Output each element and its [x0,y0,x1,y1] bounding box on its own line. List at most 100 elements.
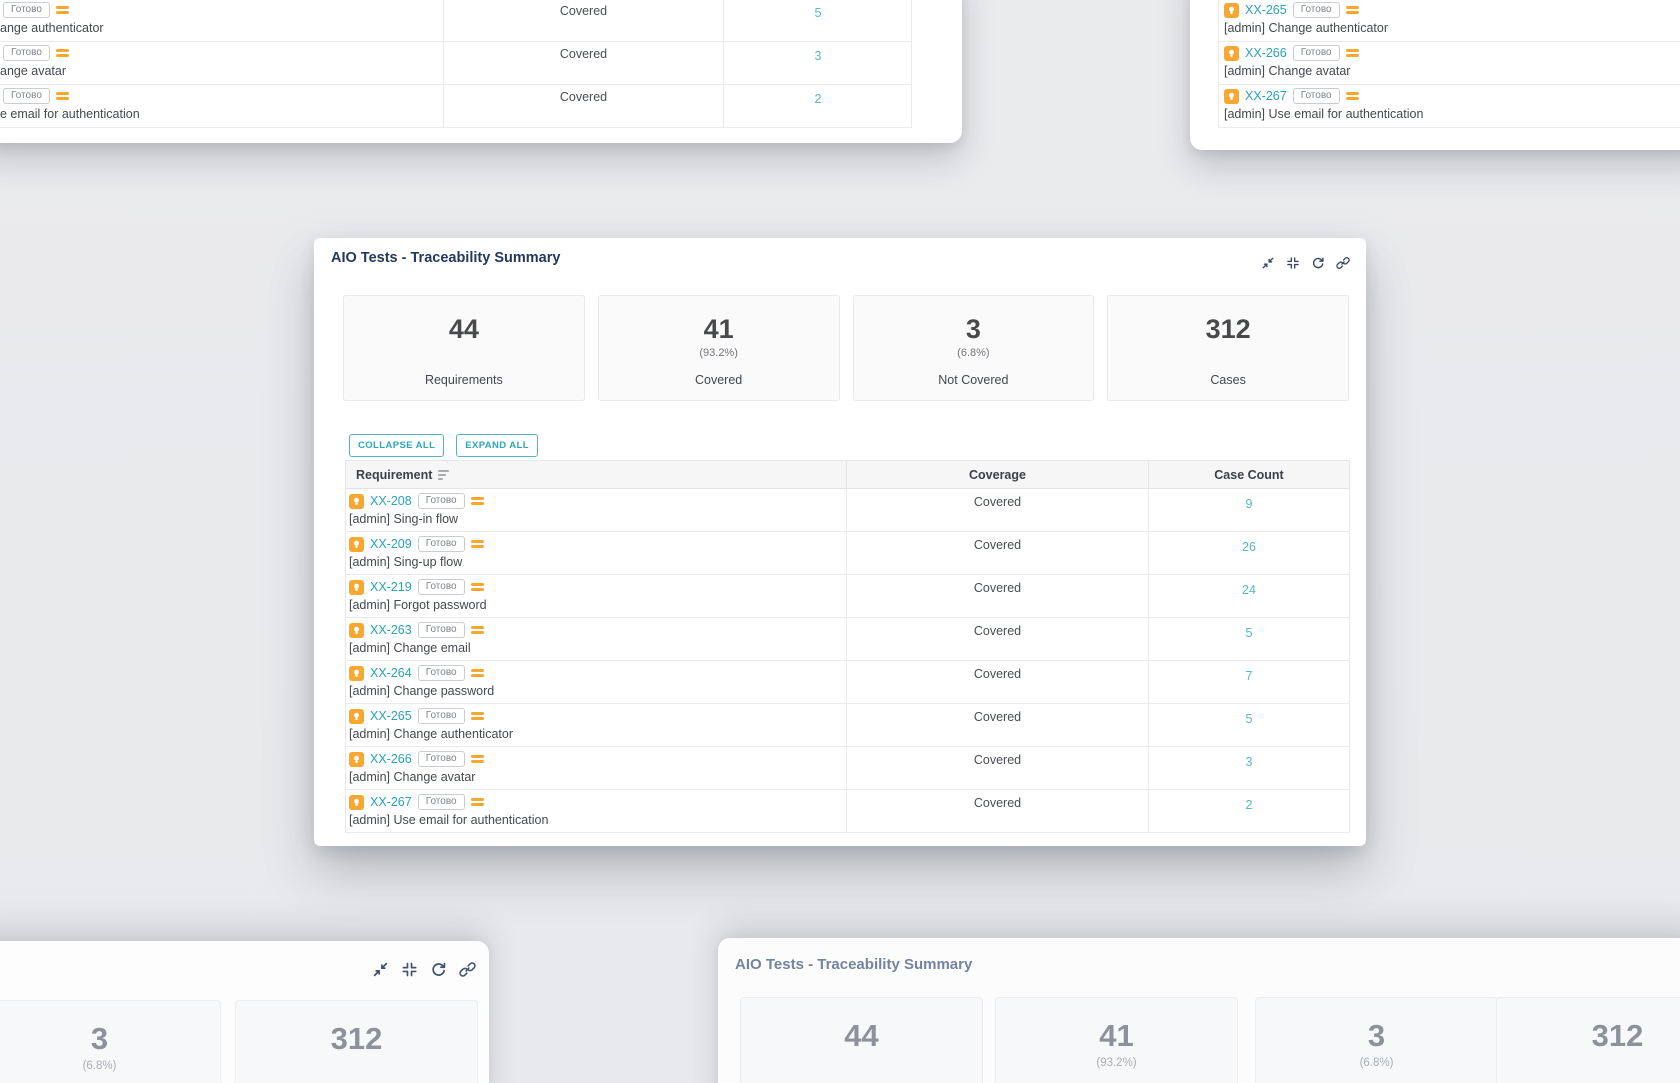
requirement-cell: XX-267 Готово [admin] Use email for auth… [346,790,846,832]
issue-key-link[interactable]: XX-209 [370,537,412,551]
table-row[interactable]: XX-263 Готово [admin] Change email Cover… [346,618,1349,661]
case-count-link[interactable]: 7 [1245,669,1253,683]
stat-not-covered: 3 (6.8%) [0,1000,221,1083]
table-row[interactable]: XX-209 Готово [admin] Sing-up flow Cover… [346,532,1349,575]
issue-key-link[interactable]: XX-264 [370,666,412,680]
stat-value: 44 [844,1018,879,1053]
status-badge: Готово [3,45,50,61]
table-row[interactable]: Готово ange avatar Covered 3 [0,42,911,85]
issue-summary: [admin] Use email for authentication [349,813,549,827]
status-badge: Готово [417,536,465,552]
case-count-cell: 3 [1148,747,1349,789]
table-row[interactable]: Готово ange authenticator Covered 5 [0,0,911,42]
stat-not-covered: 3 (6.8%) Not Covered [852,295,1095,401]
table-row[interactable]: XX-267 Готово [admin] Use email for auth… [346,790,1349,833]
stat-covered: 41 (93.2%) Covered [597,295,840,401]
coverage-cell: Covered [846,790,1148,832]
refresh-icon[interactable] [1311,256,1325,270]
requirement-type-icon [349,622,364,638]
issue-key-link[interactable]: XX-263 [370,623,412,637]
traceability-table-fragment: Готово ange authenticator Covered 5 Гото… [0,0,912,128]
stat-covered: 41 (93.2%) [995,997,1238,1083]
table-row[interactable]: XX-267 Готово [admin] Use email for auth… [1219,85,1680,128]
sort-filter-icon[interactable] [438,469,450,480]
issue-key-link[interactable]: XX-266 [370,752,412,766]
requirement-type-icon [1224,45,1239,61]
case-count-link[interactable]: 9 [1245,497,1253,511]
priority-medium-icon [55,49,69,57]
requirement-type-icon [349,493,364,509]
issue-key-link[interactable]: XX-267 [1245,89,1287,103]
priority-medium-icon [55,6,69,14]
issue-key-link[interactable]: XX-265 [370,709,412,723]
case-count-link[interactable]: 5 [814,6,822,20]
table-row[interactable]: Готово e email for authentication Covere… [0,85,911,128]
table-row[interactable]: XX-266 Готово [admin] Change avatar [1219,42,1680,85]
stat-requirements: 44 Requirements [343,295,585,401]
coverage-cell: Covered [846,704,1148,746]
coverage-cell: Covered [846,489,1148,531]
priority-medium-icon [1345,49,1359,57]
background-window-bottom-right: AIO Tests - Traceability Summary 44 41 (… [718,938,1680,1083]
stat-value: 3 [1367,1018,1386,1053]
requirement-cell: XX-264 Готово [admin] Change password [346,661,846,703]
priority-medium-icon [55,92,69,100]
case-count-cell: 5 [723,0,912,41]
link-icon[interactable] [459,961,476,978]
case-count-link[interactable]: 24 [1242,583,1256,597]
case-count-link[interactable]: 2 [814,92,822,106]
link-icon[interactable] [1336,256,1350,270]
case-count-cell: 2 [1148,790,1349,832]
stat-value: 312 [1205,314,1251,344]
stat-percent: (6.8%) [957,347,990,359]
status-badge: Готово [3,2,50,18]
table-row[interactable]: XX-266 Готово [admin] Change avatar Cove… [346,747,1349,790]
collapse-all-icon[interactable] [401,961,418,978]
priority-medium-icon [470,798,484,806]
case-count-link[interactable]: 3 [1245,755,1253,769]
stat-percent: (93.2%) [1096,1057,1137,1069]
issue-summary: [admin] Change authenticator [1224,21,1388,35]
table-row[interactable]: XX-219 Готово [admin] Forgot password Co… [346,575,1349,618]
requirement-cell: XX-265 Готово [admin] Change authenticat… [346,704,846,746]
issue-key-link[interactable]: XX-219 [370,580,412,594]
coverage-cell: Covered [846,661,1148,703]
case-count-link[interactable]: 5 [1245,712,1253,726]
priority-medium-icon [1345,6,1359,14]
case-count-link[interactable]: 5 [1245,626,1253,640]
case-count-link[interactable]: 3 [814,49,822,63]
collapse-icon[interactable] [1261,256,1275,270]
coverage-cell: Covered [846,532,1148,574]
table-toolbar: COLLAPSE ALL EXPAND ALL [349,434,538,457]
refresh-icon[interactable] [430,961,447,978]
requirement-cell: XX-266 Готово [admin] Change avatar [346,747,846,789]
requirement-type-icon [349,536,364,552]
case-count-link[interactable]: 26 [1242,540,1256,554]
table-row[interactable]: XX-265 Готово [admin] Change authenticat… [1219,0,1680,42]
stat-percent: (6.8%) [1359,1057,1394,1069]
issue-summary: [admin] Use email for authentication [1224,107,1424,121]
expand-all-button[interactable]: EXPAND ALL [456,434,538,457]
issue-key-link[interactable]: XX-208 [370,494,412,508]
issue-summary: ange avatar [0,64,67,78]
background-window-bottom-left: 3 (6.8%) 312 [0,941,489,1083]
table-row[interactable]: XX-208 Готово [admin] Sing-in flow Cover… [346,489,1349,532]
stat-value: 312 [1591,1018,1644,1053]
collapse-all-button[interactable]: COLLAPSE ALL [349,434,445,457]
issue-key-link[interactable]: XX-266 [1245,46,1287,60]
issue-summary: [admin] Change avatar [1224,64,1351,78]
case-count-link[interactable]: 2 [1245,798,1253,812]
issue-summary: [admin] Change email [349,641,471,655]
table-row[interactable]: XX-264 Готово [admin] Change password Co… [346,661,1349,704]
background-window-top-left: Готово ange authenticator Covered 5 Гото… [0,0,962,143]
column-header-label: Requirement [356,467,433,482]
status-badge: Готово [1292,88,1340,104]
case-count-cell: 2 [723,85,912,127]
issue-key-link[interactable]: XX-265 [1245,3,1287,17]
table-row[interactable]: XX-265 Готово [admin] Change authenticat… [346,704,1349,747]
issue-summary: [admin] Sing-up flow [349,555,463,569]
collapse-all-icon[interactable] [1286,256,1300,270]
issue-key-link[interactable]: XX-267 [370,795,412,809]
collapse-icon[interactable] [372,961,389,978]
status-badge: Готово [417,708,465,724]
